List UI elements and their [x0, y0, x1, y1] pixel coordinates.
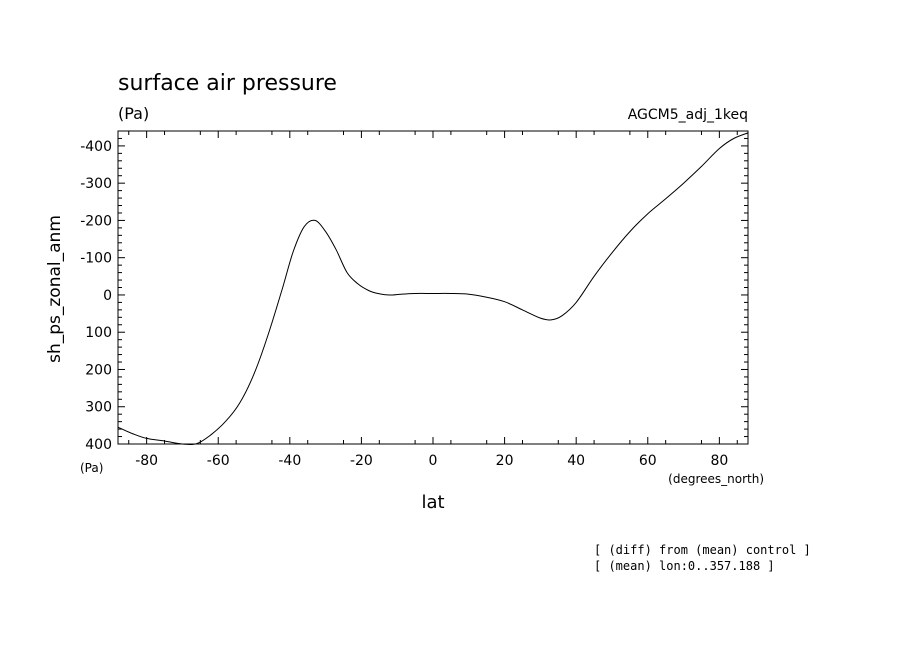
footnote-mean: [ (mean) lon:0..357.188 ] [594, 559, 775, 573]
y-axis-label: sh_ps_zonal_anm [45, 215, 65, 363]
footnote-diff: [ (diff) from (mean) control ] [594, 543, 811, 557]
x-tick-label: 20 [496, 453, 514, 469]
x-tick-label: -20 [350, 453, 373, 469]
chart-units: (Pa) [118, 104, 149, 123]
x-tick-label: -80 [135, 453, 158, 469]
y-tick-label: 300 [85, 400, 112, 416]
y-tick-label: -100 [80, 251, 112, 267]
y-tick-label: -300 [80, 176, 112, 192]
y-tick-label: 200 [85, 362, 112, 378]
x-tick-label: 0 [429, 453, 438, 469]
plot-frame [117, 130, 749, 445]
x-tick-label: 40 [567, 453, 585, 469]
y-tick-label: -200 [80, 213, 112, 229]
experiment-label: AGCM5_adj_1keq [628, 107, 748, 123]
y-unit-label: (Pa) [80, 461, 103, 475]
axis-ticks [118, 130, 748, 445]
x-tick-label: -40 [278, 453, 301, 469]
x-tick-label: -60 [207, 453, 230, 469]
series-line [117, 132, 749, 446]
y-tick-label: 100 [85, 325, 112, 341]
y-tick-label: 0 [103, 288, 112, 304]
chart-title: surface air pressure [118, 71, 337, 96]
y-tick-label: 400 [85, 437, 112, 453]
y-tick-label: -400 [80, 139, 112, 155]
x-axis-label: lat [421, 492, 444, 513]
x-unit-label: (degrees_north) [668, 472, 764, 486]
x-tick-label: 60 [639, 453, 657, 469]
x-tick-label: 80 [710, 453, 728, 469]
axis-tick-labels: -80 -60 -40 -20 0 20 40 60 80-400-300-200-100010… [80, 139, 728, 469]
